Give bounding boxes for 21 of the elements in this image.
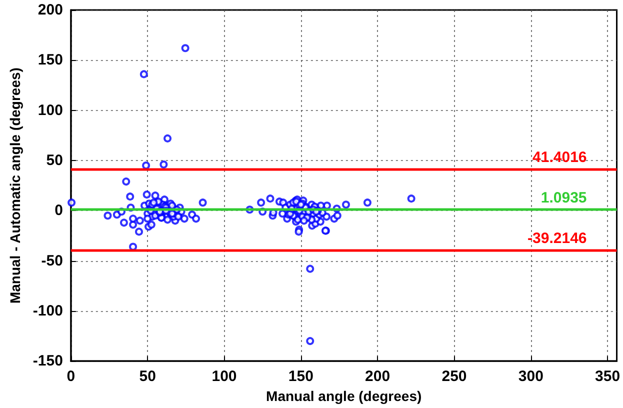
- x-tick-label: 100: [212, 368, 237, 386]
- y-tick-label: -100: [32, 302, 63, 320]
- x-tick-label: 300: [518, 368, 544, 386]
- x-axis-title: Manual angle (degrees): [266, 388, 422, 404]
- y-tick-label: -150: [32, 352, 63, 370]
- y-tick-label: 50: [46, 152, 63, 169]
- ref-line-label: 1.0935: [540, 190, 587, 207]
- x-tick-label: 350: [595, 368, 620, 386]
- ref-line-label: 41.4016: [532, 149, 587, 166]
- y-tick-label: 150: [38, 52, 63, 69]
- y-tick-label: 0: [54, 202, 63, 220]
- x-tick-label: 0: [66, 368, 76, 386]
- ref-line-label: -39.2146: [528, 230, 587, 247]
- x-tick-label: 50: [139, 368, 156, 386]
- x-tick-label: 150: [288, 368, 314, 386]
- y-tick-label: 100: [38, 102, 63, 119]
- y-tick-label: 200: [38, 2, 63, 18]
- x-tick-label: 250: [442, 368, 467, 386]
- y-tick-label: -50: [41, 252, 63, 270]
- y-axis-title: Manual - Automatic angle (degrees): [7, 68, 23, 304]
- x-tick-label: 200: [365, 368, 390, 386]
